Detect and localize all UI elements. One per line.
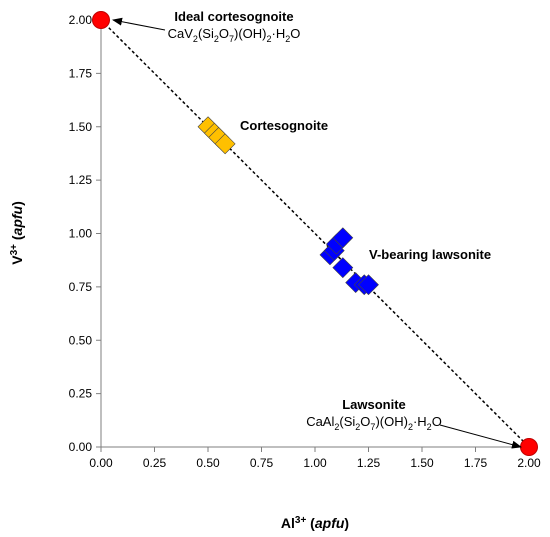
y-tick-label: 0.25 [69, 387, 93, 401]
x-ticks: 0.00 0.25 0.50 0.75 1.00 1.25 1.50 1.75 2.00 [89, 447, 541, 470]
y-tick-label: 1.75 [69, 66, 93, 80]
x-tick-label: 1.00 [303, 456, 327, 470]
y-tick-label: 0.00 [69, 440, 93, 454]
annotation-arrows [112, 17, 522, 449]
y-tick-label: 2.00 [69, 13, 93, 27]
x-tick-label: 1.50 [410, 456, 434, 470]
x-axis-title: Al3+ (apfu) [281, 515, 349, 531]
x-tick-label: 0.00 [89, 456, 113, 470]
data-point-diamond [332, 257, 354, 279]
y-tick-label: 1.25 [69, 173, 93, 187]
trend-line [100, 19, 530, 448]
annotation-arrow-lawsonite [439, 424, 522, 449]
annotation-arrow-ideal-cortesognoite [112, 17, 166, 31]
annotation-lawsonite-title: Lawsonite [342, 397, 406, 412]
data-point-diamond [214, 133, 236, 155]
x-tick-label: 1.75 [464, 456, 488, 470]
data-point-circle [92, 11, 110, 29]
data-point-diamond [358, 274, 379, 296]
data-point-diamond [332, 227, 354, 249]
annotation-ideal-cortesognoite-title: Ideal cortesognoite [174, 9, 293, 24]
y-tick-label: 0.50 [69, 333, 93, 347]
data-points [92, 11, 538, 456]
x-tick-label: 0.75 [250, 456, 274, 470]
data-point-circle [520, 438, 538, 456]
annotation-v-bearing-lawsonite: V-bearing lawsonite [369, 247, 491, 262]
annotation-ideal-cortesognoite-formula: CaV2(Si2O7)(OH)2·H2O [168, 26, 301, 44]
y-ticks: 0.00 0.25 0.50 0.75 1.00 1.25 1.50 1.75 2.00 [69, 13, 101, 454]
x-tick-label: 0.25 [143, 456, 167, 470]
y-tick-label: 1.50 [69, 120, 93, 134]
y-tick-label: 1.00 [69, 227, 93, 241]
annotation-lawsonite-formula: CaAl2(Si2O7)(OH)2·H2O [306, 414, 442, 432]
y-tick-label: 0.75 [69, 280, 93, 294]
x-tick-label: 1.25 [357, 456, 381, 470]
y-axis-title: V3+ (apfu) [9, 201, 25, 265]
x-tick-label: 2.00 [517, 456, 541, 470]
annotation-cortesognoite: Cortesognoite [240, 118, 328, 133]
x-tick-label: 0.50 [196, 456, 220, 470]
